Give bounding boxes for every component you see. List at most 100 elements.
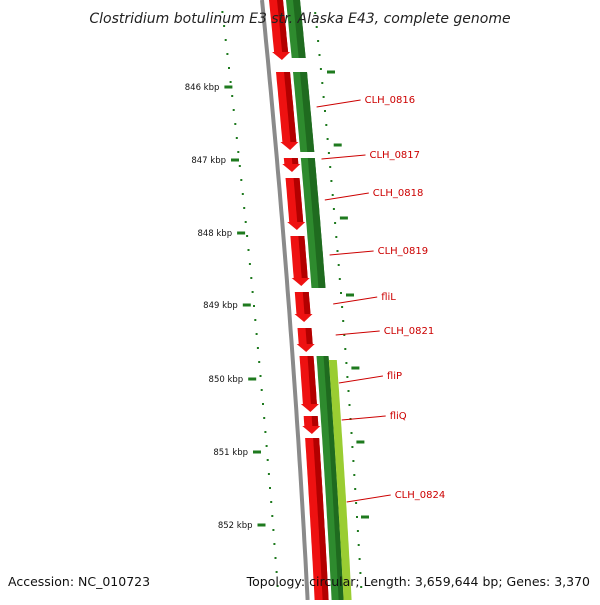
gene-label: fliQ: [390, 411, 407, 422]
minor-tick: [341, 306, 344, 308]
kbp-tick-label: 850 kbp: [209, 375, 244, 385]
minor-tick: [318, 54, 321, 56]
minor-tick: [247, 249, 250, 251]
minor-tick: [262, 403, 264, 405]
minor-tick: [315, 26, 318, 28]
minor-tick: [346, 376, 349, 378]
gene-label: fliP: [387, 371, 402, 382]
minor-tick: [246, 235, 249, 237]
reverse-gene-shade: [302, 292, 311, 314]
minor-tick: [270, 501, 273, 503]
minor-tick: [355, 502, 358, 504]
reverse-gene-shade: [293, 178, 304, 222]
major-tick: [224, 85, 233, 89]
minor-tick: [314, 12, 317, 14]
minor-tick: [224, 39, 227, 41]
minor-tick: [243, 207, 246, 209]
gene-leader-line: [321, 154, 366, 160]
gene-leader-line: [333, 296, 378, 305]
minor-tick: [223, 25, 226, 27]
gene-leader-line: [324, 192, 369, 201]
minor-tick: [258, 361, 261, 363]
gene-label: CLH_0819: [378, 246, 429, 257]
major-tick: [242, 303, 251, 307]
minor-tick: [240, 179, 243, 181]
map-title: Clostridium botulinum E3 str. Alaska E43…: [89, 11, 510, 27]
major-tick: [231, 158, 239, 162]
outer-tick: [333, 143, 342, 147]
minor-tick: [228, 67, 230, 69]
gene-layer: [269, 0, 352, 600]
minor-tick: [331, 194, 334, 196]
minor-tick: [356, 530, 359, 532]
minor-tick: [248, 263, 251, 265]
minor-tick: [351, 446, 354, 448]
minor-tick: [264, 431, 267, 433]
outer-tick: [351, 366, 360, 370]
major-tick: [237, 231, 246, 235]
minor-tick: [337, 264, 340, 266]
tick-layer: 846 kbp 847 kbp 848 kbp 849 kbp 850 kbp 851 k…: [185, 11, 369, 588]
minor-tick: [274, 557, 277, 559]
outer-tick: [361, 515, 369, 519]
forward-gene-shade: [323, 356, 344, 600]
minor-tick: [238, 165, 241, 167]
reverse-gene-arrowhead: [291, 278, 310, 286]
minor-tick: [344, 348, 347, 350]
reverse-gene-shade: [291, 158, 299, 164]
forward-gene-shade: [307, 158, 326, 288]
major-tick: [257, 523, 266, 527]
kbp-tick-label: 848 kbp: [197, 229, 232, 239]
minor-tick: [340, 292, 342, 294]
minor-tick: [343, 334, 346, 336]
minor-tick: [272, 529, 275, 531]
minor-tick: [335, 236, 338, 238]
gene-label: fliL: [381, 292, 396, 303]
track-layer: [260, 0, 310, 601]
minor-tick: [265, 445, 268, 447]
minor-tick: [338, 278, 341, 280]
minor-tick: [347, 390, 350, 392]
minor-tick: [232, 109, 235, 111]
forward-gene-alt: [328, 360, 352, 600]
reverse-gene-arrowhead: [296, 344, 315, 352]
outer-tick: [327, 70, 335, 74]
minor-tick: [322, 96, 325, 98]
minor-tick: [360, 586, 363, 588]
minor-tick: [326, 138, 329, 140]
minor-tick: [254, 319, 257, 321]
minor-tick: [234, 123, 237, 125]
gene-leader-line: [341, 415, 386, 421]
minor-tick: [348, 404, 351, 406]
minor-tick: [356, 516, 358, 518]
reverse-gene-arrowhead: [280, 142, 299, 150]
minor-tick: [353, 474, 356, 476]
gene-label: CLH_0824: [395, 490, 446, 501]
genome-stats-text: Topology: circular; Length: 3,659,644 bp…: [246, 574, 590, 589]
gene-leader-line: [346, 494, 391, 503]
reverse-gene-arrowhead: [294, 314, 313, 322]
reverse-gene-shade: [311, 416, 319, 426]
label-layer: CLH_0816 CLH_0817 CLH_0818 CLH_0819 fliL CLH_…: [316, 95, 446, 503]
minor-tick: [263, 417, 266, 419]
minor-tick: [260, 389, 263, 391]
reverse-gene-arrowhead: [282, 164, 301, 172]
minor-tick: [231, 95, 234, 97]
forward-gene-shade: [293, 0, 306, 58]
minor-tick: [324, 110, 326, 112]
kbp-tick-label: 851 kbp: [213, 448, 248, 458]
minor-tick: [273, 543, 276, 545]
genome-backbone: [260, 0, 310, 601]
major-tick: [253, 450, 261, 454]
minor-tick: [325, 124, 328, 126]
minor-tick: [357, 544, 360, 546]
gene-leader-line: [335, 330, 380, 336]
kbp-tick-label: 846 kbp: [185, 83, 220, 93]
major-tick: [248, 377, 257, 381]
gene-leader-line: [316, 99, 361, 108]
minor-tick: [256, 347, 259, 349]
gene-label: CLH_0817: [370, 150, 421, 161]
reverse-gene-shade: [284, 72, 297, 142]
